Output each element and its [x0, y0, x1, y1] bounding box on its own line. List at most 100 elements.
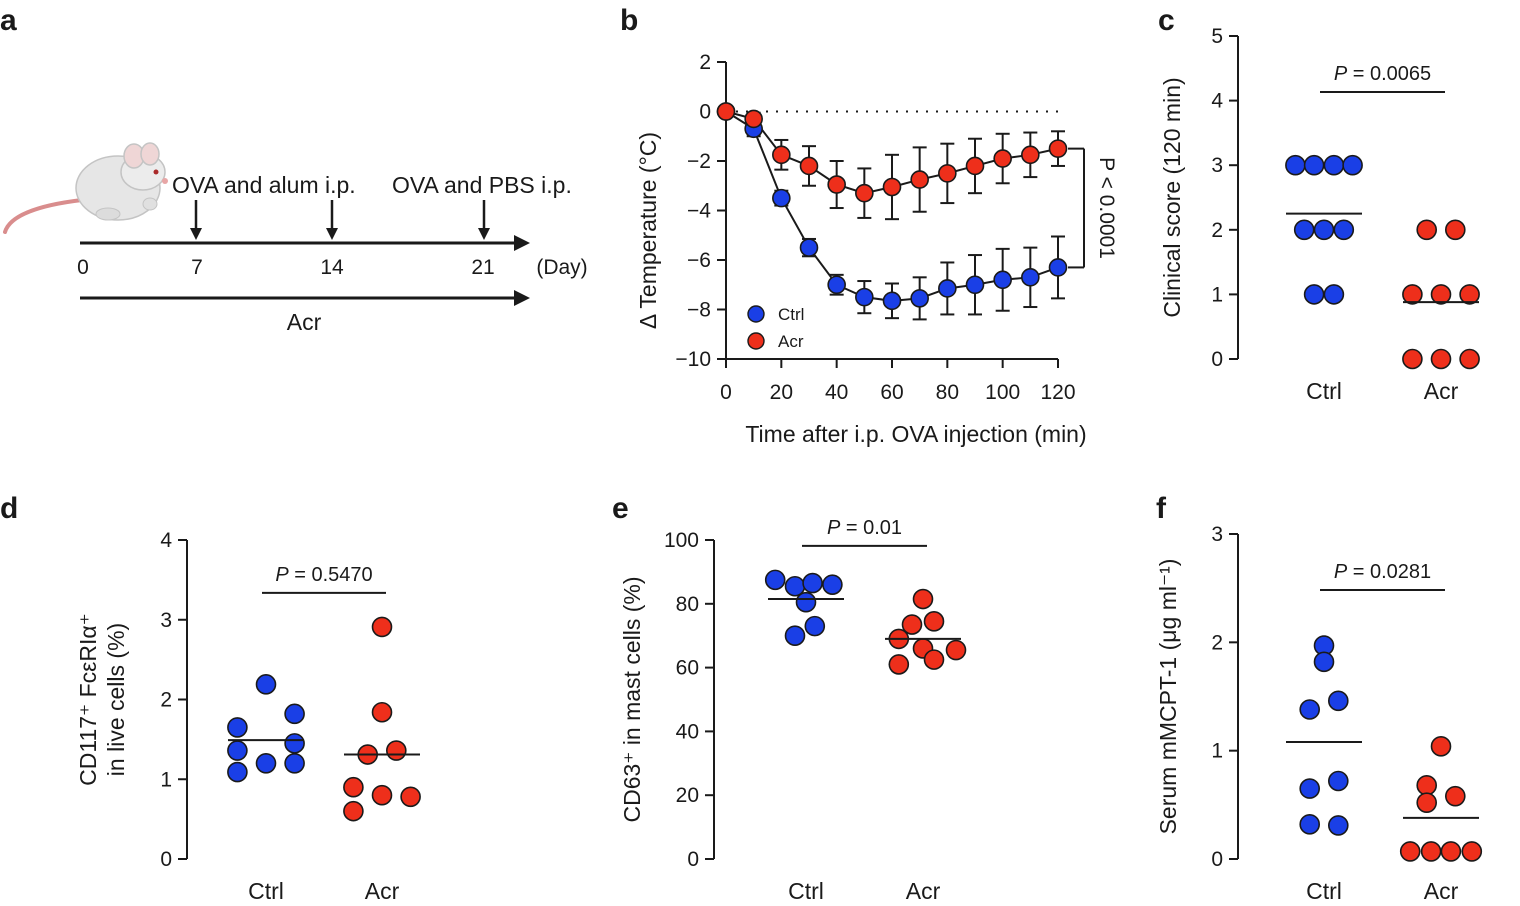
data-point-acr: [923, 649, 945, 670]
p-value-label: P < 0.0001: [1095, 157, 1118, 259]
panel-a: a OVA and alum i.p. OVA and PBS i.p.: [0, 4, 588, 335]
x-tick-label: 120: [1040, 381, 1075, 404]
data-point-acr: [1399, 841, 1421, 862]
data-point-acr: [1445, 219, 1466, 241]
data-point-acr: [1416, 219, 1437, 241]
y-axis-label: Serum mMCPT-1 (μg ml⁻¹): [1155, 559, 1181, 835]
y-tick-label: 2: [1211, 219, 1223, 242]
panel-label-d: d: [0, 492, 18, 525]
data-point-acr: [1461, 841, 1483, 862]
treatment-label: Acr: [287, 309, 322, 335]
legend-marker-acr: [747, 332, 765, 350]
data-point-ctrl: [822, 574, 843, 595]
legend-marker-ctrl: [747, 305, 765, 323]
data-point-acr: [945, 639, 967, 661]
data-point-ctrl: [965, 275, 985, 295]
data-point-ctrl: [827, 275, 846, 295]
panel-label-f: f: [1156, 492, 1167, 525]
y-tick-label: 4: [160, 529, 172, 552]
data-point-ctrl: [910, 289, 929, 308]
x-tick-label: 80: [936, 381, 959, 404]
data-point-acr: [910, 170, 929, 189]
x-category-label-acr: Acr: [1424, 878, 1459, 904]
y-tick-label: −6: [687, 249, 711, 272]
data-point-acr: [912, 588, 934, 610]
data-point-ctrl: [1323, 284, 1345, 305]
data-point-ctrl: [795, 591, 817, 613]
chart-c-clinical-score: 0 1 2 3 4 5 Clinical score (120 min) Ctrl Acr P =…: [1159, 25, 1480, 404]
data-point-acr: [1430, 736, 1452, 757]
data-point-ctrl: [855, 287, 874, 307]
panel-label-b: b: [620, 4, 638, 37]
p-value-label: P = 0.0065: [1334, 63, 1431, 85]
data-point-acr: [1048, 139, 1068, 158]
data-point-acr: [1416, 775, 1437, 796]
data-point-ctrl: [1328, 770, 1349, 792]
mouse-illustration: [3, 142, 168, 234]
data-point-acr: [1402, 284, 1423, 305]
y-tick-label: 2: [1211, 631, 1223, 654]
x-tick-label: 100: [985, 381, 1020, 404]
data-point-ctrl: [938, 279, 957, 298]
y-tick-label: 5: [1211, 25, 1223, 48]
y-tick-label: −8: [687, 299, 711, 322]
y-axis-label: CD63⁺ in mast cells (%): [619, 576, 645, 822]
y-tick-label: 80: [676, 593, 699, 616]
chart-e-cd63: 0 20 40 60 80 100 CD63⁺ in mast cells (%) Ctrl A…: [619, 517, 967, 904]
panel-label-c: c: [1158, 4, 1175, 37]
data-point-acr: [1021, 145, 1040, 165]
data-point-ctrl: [799, 238, 819, 257]
y-tick-label: 0: [1211, 348, 1223, 371]
data-point-ctrl: [1021, 268, 1040, 287]
data-point-ctrl: [255, 674, 277, 695]
data-point-acr: [1430, 284, 1452, 305]
day-tick-0: 0: [77, 256, 89, 279]
data-point-ctrl: [284, 733, 305, 754]
p-value-label: P = 0.5470: [275, 564, 372, 586]
data-point-acr: [855, 183, 874, 203]
x-tick-label: 40: [825, 381, 848, 404]
y-tick-label: 40: [676, 720, 699, 743]
data-point-ctrl: [1313, 219, 1335, 241]
data-point-acr: [744, 109, 763, 129]
y-tick-label: 0: [1211, 848, 1223, 871]
x-tick-label: 20: [770, 381, 793, 404]
y-tick-label: 3: [1211, 523, 1223, 546]
data-point-ctrl: [1303, 154, 1325, 176]
data-point-acr: [965, 156, 985, 176]
y-axis-label: Clinical score (120 min): [1159, 77, 1185, 317]
data-point-ctrl: [772, 188, 791, 208]
p-value-label: P = 0.01: [827, 517, 902, 539]
data-point-acr: [799, 156, 819, 176]
y-tick-label: 60: [676, 657, 699, 680]
data-point-ctrl: [227, 717, 248, 738]
treatment-arrow: [80, 290, 530, 306]
legend-label-acr: Acr: [778, 332, 804, 351]
data-point-acr: [716, 102, 736, 121]
p-value-label: P = 0.0281: [1334, 561, 1431, 583]
data-point-acr: [1459, 348, 1480, 370]
data-point-ctrl: [1285, 154, 1306, 176]
data-point-acr: [371, 784, 393, 806]
data-point-acr: [371, 701, 393, 723]
data-point-acr: [938, 164, 957, 183]
x-category-label-ctrl: Ctrl: [248, 878, 284, 904]
data-point-acr: [371, 616, 393, 638]
day-tick-7: 7: [191, 256, 203, 279]
data-point-acr: [1445, 785, 1466, 807]
day-unit: (Day): [536, 256, 587, 279]
data-point-acr: [772, 145, 791, 165]
data-point-acr: [1440, 841, 1462, 862]
data-point-ctrl: [1328, 815, 1349, 836]
data-point-ctrl: [802, 572, 823, 594]
panel-label-a: a: [0, 4, 17, 37]
injection-arrow-day7: [190, 200, 202, 240]
data-point-acr: [888, 654, 910, 675]
data-point-ctrl: [1299, 778, 1320, 799]
data-point-ctrl: [284, 752, 305, 774]
y-tick-label: 1: [160, 768, 172, 791]
y-axis-label: Δ Temperature (°C): [635, 132, 661, 329]
y-tick-label: 0: [687, 848, 699, 871]
